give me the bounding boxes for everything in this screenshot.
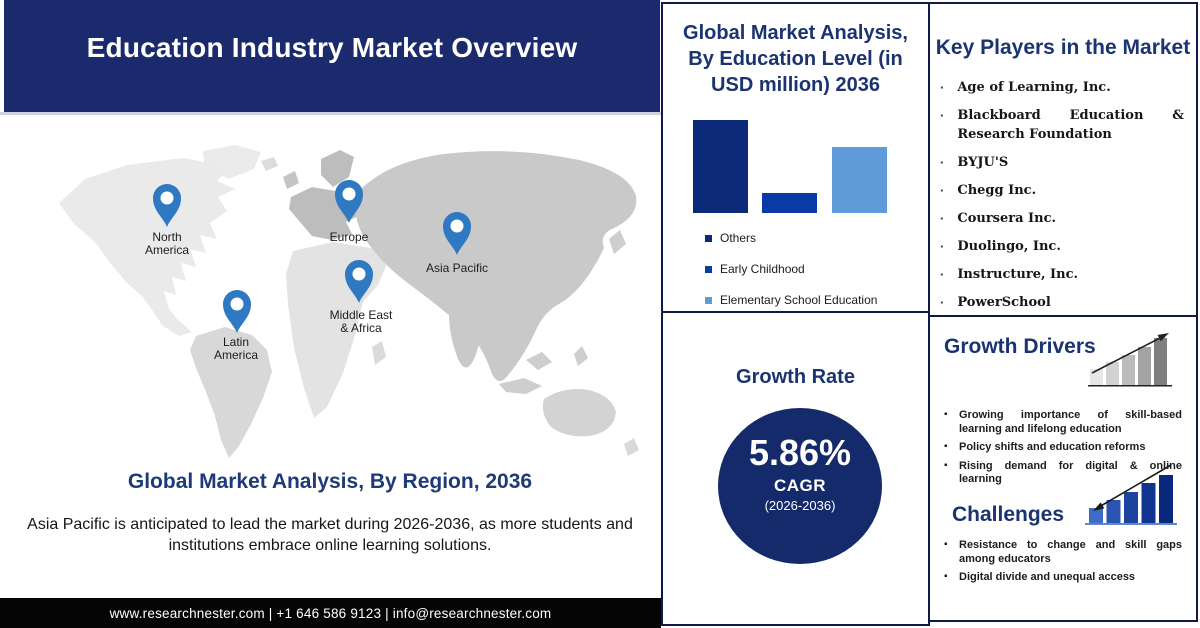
- key-player-item: Chegg Inc.: [940, 181, 1184, 200]
- island-se-asia-3: [526, 352, 552, 370]
- page-title: Education Industry Market Overview: [86, 32, 578, 63]
- map-label-asia-pacific: Asia Pacific: [425, 261, 489, 275]
- bar-early-childhood: [762, 193, 817, 213]
- education-level-panel: Global Market Analysis, By Education Lev…: [661, 2, 930, 313]
- bar-elementary-school: [832, 147, 887, 213]
- map-label-middle-east-africa: Middle East & Africa: [329, 308, 393, 335]
- key-player-item: Duolingo, Inc.: [940, 237, 1184, 256]
- challenges-title: Challenges: [952, 503, 1065, 526]
- map-pin-middle-east-africa: [345, 260, 373, 303]
- key-player-item: Age of Learning, Inc.: [940, 78, 1184, 97]
- header-band: Education Industry Market Overview: [4, 0, 660, 112]
- key-player-item: Blackboard Education & Research Foundati…: [940, 106, 1184, 144]
- map-pin-north-america: [153, 184, 181, 227]
- island-se-asia-1: [499, 378, 542, 394]
- map-label-latin-america: Latin America: [213, 335, 259, 362]
- island-new-zealand: [624, 438, 639, 456]
- island-uk: [283, 171, 299, 189]
- growth-driver-item: Policy shifts and education reforms: [944, 440, 1182, 455]
- legend-swatch-early-childhood: [705, 265, 712, 273]
- education-chart-legend: Others Early Childhood Elementary School…: [705, 231, 877, 324]
- growth-driver-item: Growing importance of skill-based learni…: [944, 408, 1182, 436]
- footer-contact-text: www.researchnester.com | +1 646 586 9123…: [109, 605, 552, 621]
- map-label-europe: Europe: [329, 230, 369, 244]
- region-description: Asia Pacific is anticipated to lead the …: [27, 516, 633, 554]
- header-divider: [0, 112, 661, 115]
- education-bar-chart: [693, 118, 889, 213]
- cagr-label: CAGR: [773, 476, 827, 495]
- rising-blue-bars-icon: [1085, 464, 1177, 525]
- island-iceland: [261, 157, 278, 171]
- peninsula-india: [449, 310, 481, 368]
- continent-scandinavia: [321, 150, 354, 187]
- legend-swatch-others: [705, 234, 712, 242]
- key-player-item: Instructure, Inc.: [940, 265, 1184, 284]
- growth-drivers-list: Growing importance of skill-based learni…: [944, 408, 1182, 492]
- rising-gray-bars-icon: [1088, 333, 1172, 387]
- education-chart-title: Global Market Analysis, By Education Lev…: [683, 22, 908, 96]
- growth-rate-panel: Growth Rate 5.86% CAGR (2026-2036): [661, 311, 930, 626]
- legend-swatch-elementary: [705, 296, 712, 304]
- key-players-title: Key Players in the Market: [935, 36, 1191, 59]
- continent-north-america: [59, 158, 235, 336]
- island-philippines: [574, 346, 588, 366]
- key-player-item: Coursera Inc.: [940, 209, 1184, 228]
- left-section: Education Industry Market Overview: [0, 0, 661, 628]
- cagr-value: 5.86%: [748, 432, 852, 473]
- challenge-item: Resistance to change and skill gaps amon…: [944, 538, 1182, 566]
- growth-drivers-title: Growth Drivers: [944, 335, 1096, 358]
- key-player-item: BYJU'S: [940, 153, 1184, 172]
- growth-driver-item: Rising demand for digital & online learn…: [944, 459, 1182, 487]
- continent-australia: [542, 389, 616, 437]
- drivers-challenges-panel: Growth Drivers Growing importance of ski…: [928, 315, 1198, 622]
- footer-bar: www.researchnester.com | +1 646 586 9123…: [0, 598, 661, 628]
- map-pin-latin-america: [223, 290, 251, 333]
- key-player-item: PowerSchool: [940, 293, 1184, 312]
- key-players-list: Age of Learning, Inc. Blackboard Educatio…: [940, 78, 1184, 312]
- legend-item-others: Others: [705, 231, 877, 245]
- island-japan: [609, 230, 626, 254]
- island-madagascar: [372, 341, 386, 365]
- legend-item-elementary: Elementary School Education: [705, 293, 877, 307]
- cagr-period: (2026-2036): [764, 498, 836, 513]
- continent-asia: [354, 151, 637, 381]
- map-pin-asia-pacific: [443, 212, 471, 255]
- challenge-item: Digital divide and unequal access: [944, 570, 1182, 585]
- map-label-north-america: North America: [144, 230, 190, 257]
- map-pin-europe: [335, 180, 363, 223]
- world-map: North America Europe Asia Pacific Latin Am…: [55, 145, 645, 470]
- region-chart-title: Global Market Analysis, By Region, 2036: [127, 470, 533, 493]
- bar-others: [693, 120, 748, 213]
- key-players-panel: Key Players in the Market Age of Learnin…: [928, 2, 1198, 317]
- growth-rate-title: Growth Rate: [736, 366, 855, 388]
- cagr-badge: 5.86% CAGR (2026-2036): [718, 408, 882, 564]
- challenges-list: Resistance to change and skill gaps amon…: [944, 538, 1182, 590]
- legend-item-early-childhood: Early Childhood: [705, 262, 877, 276]
- continent-south-america: [190, 327, 272, 458]
